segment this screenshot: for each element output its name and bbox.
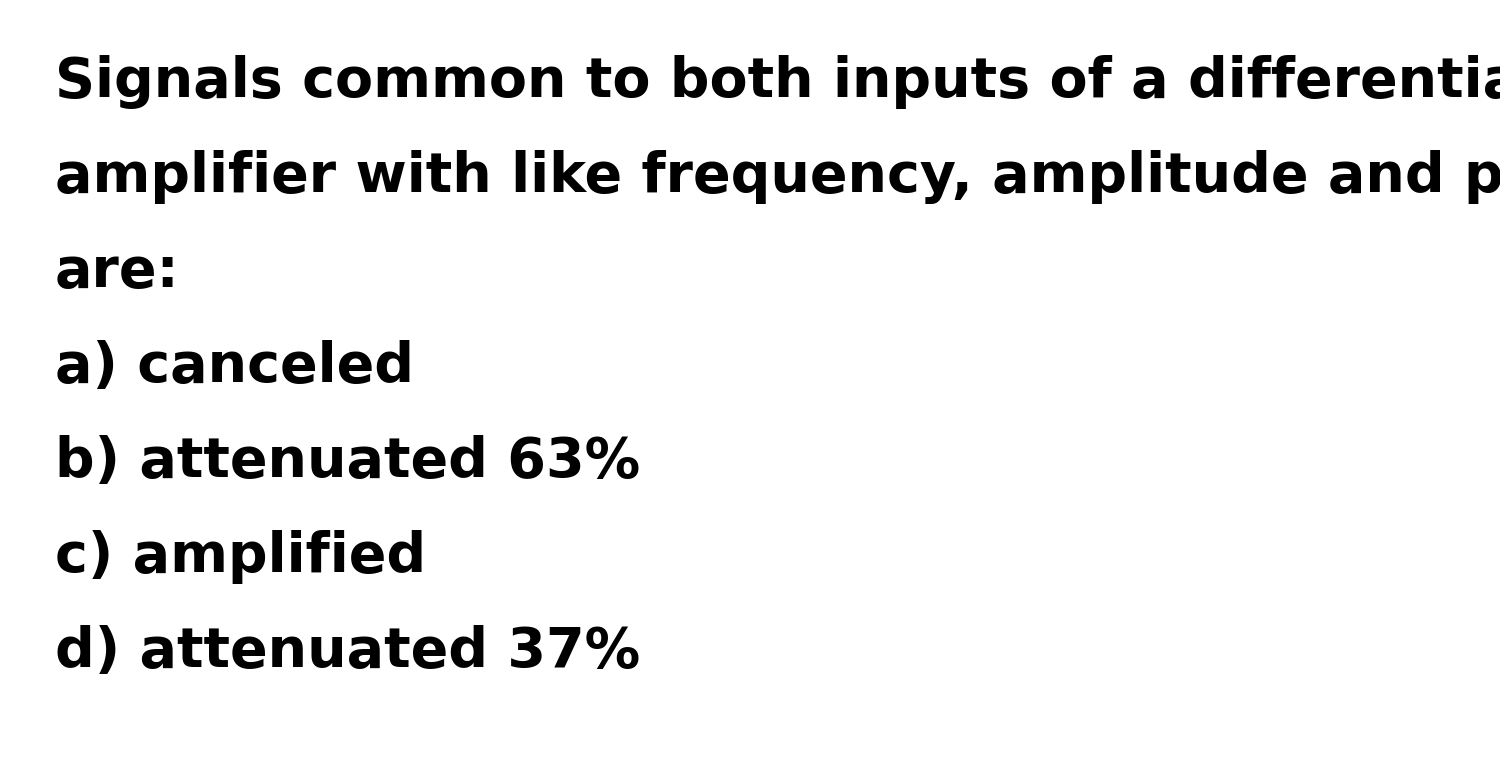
Text: b) attenuated 63%: b) attenuated 63% [56,435,640,489]
Text: a) canceled: a) canceled [56,340,414,394]
Text: c) amplified: c) amplified [56,530,426,584]
Text: amplifier with like frequency, amplitude and phase: amplifier with like frequency, amplitude… [56,150,1500,204]
Text: are:: are: [56,245,180,299]
Text: Signals common to both inputs of a differential: Signals common to both inputs of a diffe… [56,55,1500,109]
Text: d) attenuated 37%: d) attenuated 37% [56,625,640,679]
